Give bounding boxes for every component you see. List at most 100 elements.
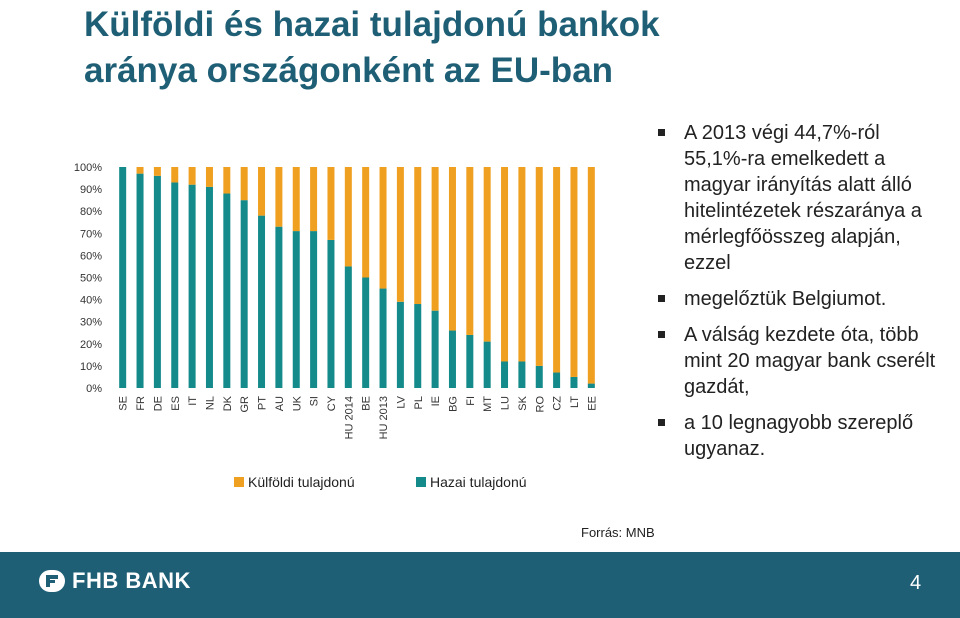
bar-foreign [240, 167, 248, 201]
bar-foreign [535, 167, 543, 366]
bar-domestic [205, 186, 213, 388]
bar-domestic [553, 372, 561, 388]
x-tick-label: IE [430, 396, 442, 406]
bar-foreign [501, 167, 509, 362]
bullet-text: a 10 legnagyobb szereplő ugyanaz. [684, 412, 914, 460]
bar-foreign [518, 167, 526, 362]
bar-domestic [396, 301, 404, 388]
bar-foreign [379, 167, 387, 289]
bullet-text: A válság kezdete óta, több mint 20 magya… [684, 324, 936, 398]
x-tick-label: HU 2014 [343, 396, 355, 439]
x-tick-label: FR [135, 396, 147, 411]
bar-foreign [414, 167, 422, 305]
bar-domestic [483, 341, 491, 388]
bullet-text: megelőztük Belgiumot. [684, 288, 887, 310]
y-tick-label: 70% [80, 228, 102, 240]
bar-foreign [205, 167, 213, 187]
y-tick-label: 60% [80, 250, 102, 262]
bar-domestic [501, 361, 509, 388]
bar-domestic [466, 334, 474, 388]
bullet-list: A 2013 végi 44,7%-ról 55,1%-ra emelkedet… [656, 120, 946, 472]
slide-title-line-1: Külföldi és hazai tulajdonú bankok [84, 5, 660, 44]
x-tick-label: LT [569, 396, 581, 408]
bar-domestic [535, 365, 543, 388]
bullet-item: A válság kezdete óta, több mint 20 magya… [656, 322, 946, 400]
source-note: Forrás: MNB [581, 525, 655, 540]
legend-label-domestic: Hazai tulajdonú [430, 474, 527, 490]
x-tick-label: DE [152, 396, 164, 411]
bar-foreign [362, 167, 370, 278]
y-tick-label: 100% [74, 162, 102, 174]
bar-foreign [344, 167, 352, 267]
bar-foreign [188, 167, 196, 185]
footer-bar: FHB BANK 4 [0, 552, 960, 618]
square-bullet-icon [658, 295, 665, 302]
legend-swatch-foreign [234, 477, 244, 487]
x-tick-label: HU 2013 [378, 396, 390, 439]
bar-domestic [258, 215, 266, 388]
bar-domestic [275, 226, 283, 388]
x-tick-label: PL [413, 396, 425, 409]
slide-title: Külföldi és hazai tulajdonú bankok arány… [84, 2, 944, 94]
slide-title-line-2: aránya országonként az EU-ban [84, 51, 614, 90]
x-tick-label: FI [465, 396, 477, 406]
bar-foreign [171, 167, 179, 183]
bar-domestic [518, 361, 526, 388]
bar-domestic [292, 231, 300, 388]
y-tick-label: 40% [80, 295, 102, 307]
fhb-logo-icon [39, 570, 65, 592]
bullet-text: A 2013 végi 44,7%-ról 55,1%-ra emelkedet… [684, 122, 922, 274]
bar-foreign [275, 167, 283, 227]
x-tick-label: RO [534, 396, 546, 413]
y-tick-label: 80% [80, 206, 102, 218]
bar-domestic [188, 184, 196, 388]
bar-foreign [431, 167, 439, 311]
y-tick-label: 90% [80, 184, 102, 196]
bar-foreign [587, 167, 595, 384]
bar-foreign [448, 167, 456, 331]
legend-label-foreign: Külföldi tulajdonú [248, 474, 355, 490]
x-tick-label: DK [222, 395, 234, 411]
bar-foreign [466, 167, 474, 335]
x-tick-label: CZ [552, 396, 564, 411]
bar-domestic [119, 167, 127, 388]
bar-domestic [136, 173, 144, 388]
bar-foreign [327, 167, 335, 240]
x-tick-label: EE [586, 396, 598, 411]
x-tick-label: GR [239, 396, 251, 413]
x-tick-label: IT [187, 396, 199, 406]
bullet-item: megelőztük Belgiumot. [656, 286, 946, 312]
bar-domestic [587, 383, 595, 388]
bar-domestic [310, 231, 318, 388]
bar-foreign [483, 167, 491, 342]
x-tick-label: SI [309, 396, 321, 406]
bar-foreign [223, 167, 231, 194]
square-bullet-icon [658, 331, 665, 338]
fhb-bank-logo: FHB BANK [38, 568, 191, 594]
x-tick-label: LU [500, 396, 512, 410]
bar-domestic [362, 277, 370, 388]
bar-foreign [553, 167, 561, 373]
bar-domestic [414, 304, 422, 388]
bar-domestic [344, 266, 352, 388]
x-tick-label: NL [204, 396, 216, 410]
bar-domestic [379, 288, 387, 388]
bar-foreign [570, 167, 578, 377]
bar-domestic [327, 239, 335, 388]
x-tick-label: AU [274, 396, 286, 411]
stacked-bar-chart: 0% 10% 20% 30% 40% 50% 60% 70% 80% 90% 100% SE FR DE E… [74, 162, 598, 439]
bar-domestic [431, 310, 439, 388]
bullet-item: A 2013 végi 44,7%-ról 55,1%-ra emelkedet… [656, 120, 946, 276]
bar-domestic [240, 200, 248, 388]
bar-domestic [570, 376, 578, 388]
page-number: 4 [910, 572, 922, 594]
legend-swatch-domestic [416, 477, 426, 487]
x-tick-label: CY [326, 395, 338, 411]
y-tick-label: 20% [80, 339, 102, 351]
y-tick-label: 10% [80, 361, 102, 373]
x-tick-label: BE [361, 396, 373, 411]
y-tick-label: 0% [86, 383, 102, 395]
x-tick-label: SK [517, 395, 529, 410]
bar-domestic [153, 175, 161, 388]
bar-foreign [310, 167, 318, 232]
